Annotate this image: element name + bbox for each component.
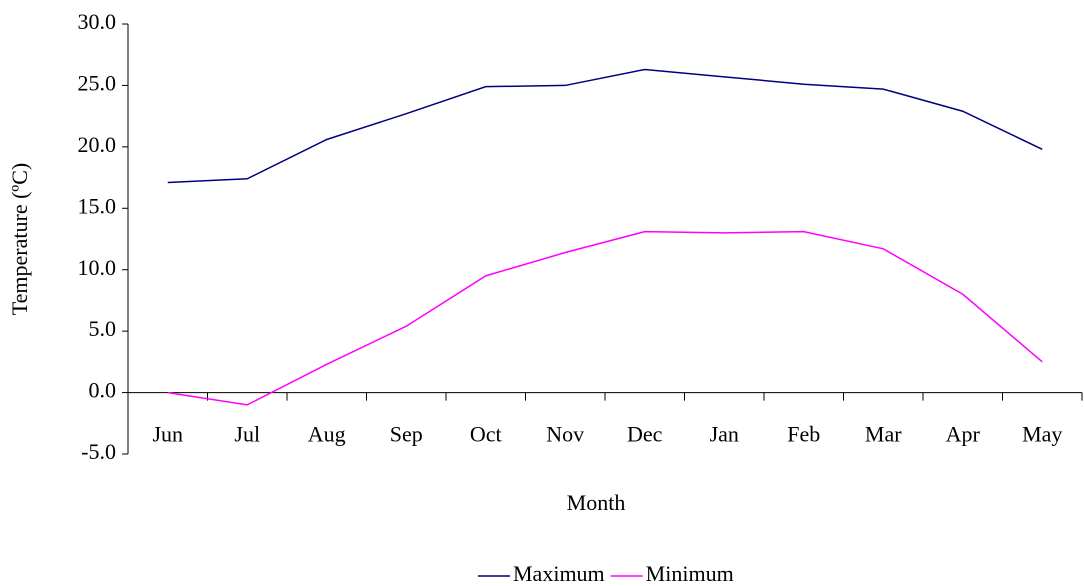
y-tick-label: 15.0 [78,193,117,218]
x-tick-label: Mar [865,422,902,447]
x-tick-label: Apr [946,422,981,447]
x-tick-label: Jan [710,422,739,447]
legend-label: Minimum [646,561,734,586]
y-axis-label: Temperature (ºC) [7,163,32,316]
x-tick-label: Nov [546,422,584,447]
y-tick-label: 5.0 [89,316,117,341]
y-tick-label: 10.0 [78,255,117,280]
y-tick-label: 30.0 [78,9,117,34]
x-tick-label: Aug [308,422,346,447]
x-tick-label: Sep [390,422,423,447]
series-line [167,230,1043,406]
y-tick-label: 0.0 [89,378,117,403]
legend-label: Maximum [513,561,605,586]
x-tick-label: Oct [470,422,502,447]
x-tick-label: Jun [152,422,183,447]
x-tick-label: May [1022,422,1062,447]
y-tick-label: 25.0 [78,70,117,95]
y-tick-label: -5.0 [81,439,116,464]
y-tick-label: 20.0 [78,132,117,157]
x-tick-label: Jul [234,422,260,447]
x-axis-label: Month [567,490,626,515]
x-tick-label: Feb [787,422,820,447]
series-line [167,68,1043,184]
x-tick-label: Dec [627,422,663,447]
